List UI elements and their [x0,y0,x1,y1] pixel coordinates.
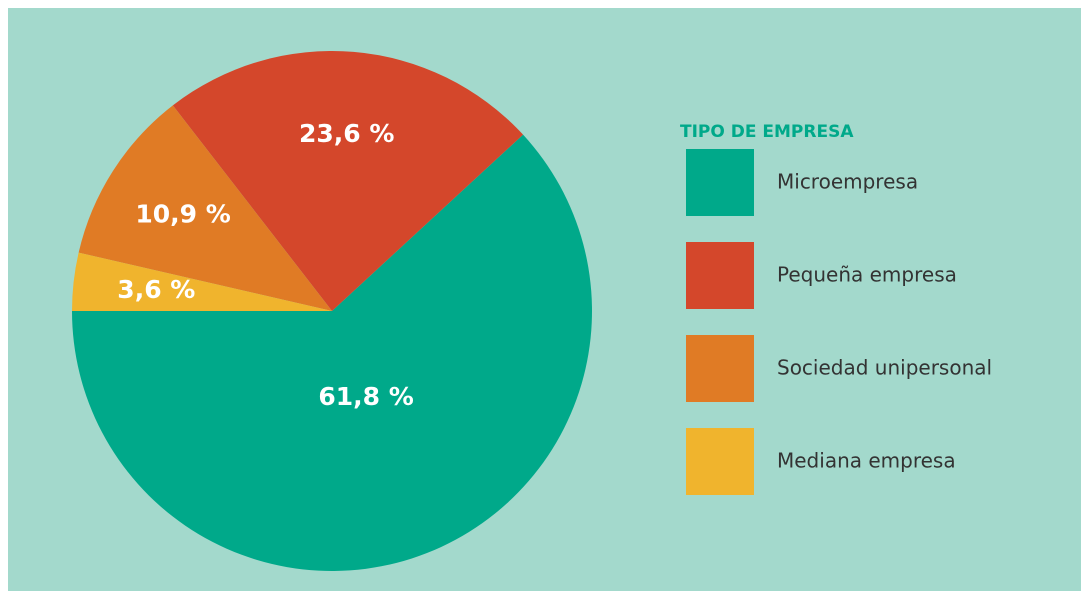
legend-label: Microempresa [777,170,918,194]
value-label: 23,6 % [299,119,394,148]
legend-label: Mediana empresa [777,449,956,473]
legend: Microempresa Pequeña empresa Sociedad unip… [686,149,992,495]
legend-swatch [686,428,754,495]
value-label: 3,6 % [117,275,195,304]
pie-slice [78,105,332,311]
legend-label: Pequeña empresa [777,263,957,287]
legend-swatch [686,335,754,402]
pie [72,51,593,572]
pie-slice [72,134,593,572]
legend-title: TIPO DE EMPRESA [680,122,854,142]
value-label: 10,9 % [135,200,230,229]
legend-label: Sociedad unipersonal [777,356,992,380]
pie-slice [72,252,332,311]
pie-slice [172,51,524,312]
value-label: 61,8 % [318,382,413,411]
legend-swatch [686,149,754,216]
legend-swatch [686,242,754,309]
value-labels: 61,8 % 23,6 % 10,9 % 3,6 % [117,119,413,411]
